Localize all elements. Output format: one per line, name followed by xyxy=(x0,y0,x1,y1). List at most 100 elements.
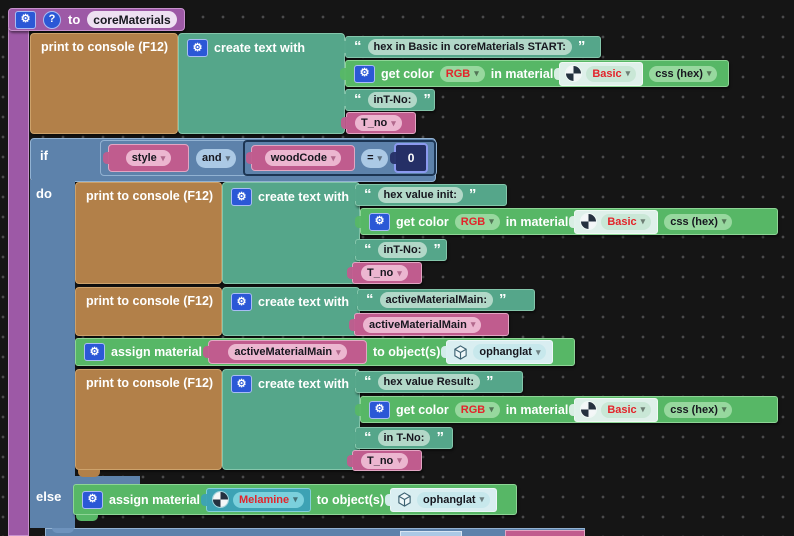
text-string-block[interactable]: “ in T-No: ” xyxy=(355,427,453,449)
material-icon xyxy=(566,66,582,81)
print-block-bottom-notch xyxy=(78,470,100,477)
close-quote-icon: ” xyxy=(436,429,444,446)
gear-icon[interactable]: ⚙ xyxy=(231,293,252,311)
object-dropdown[interactable]: ophanglat ▾ xyxy=(417,491,491,508)
gear-icon[interactable]: ⚙ xyxy=(231,188,252,206)
if-block-spine[interactable] xyxy=(30,180,75,528)
close-quote-icon: ” xyxy=(423,91,431,108)
get-color-label: get color xyxy=(396,402,449,417)
color-mode-dropdown[interactable]: RGB ▾ xyxy=(454,213,500,230)
variable-block-style[interactable]: style ▾ xyxy=(108,144,189,172)
create-text-with-block[interactable]: ⚙ create text with xyxy=(222,287,360,336)
next-block-field-partial[interactable] xyxy=(400,531,462,536)
object-dropdown[interactable]: ophanglat ▾ xyxy=(473,344,547,360)
text-string-block[interactable]: “ inT-No: ” xyxy=(355,239,447,261)
format-dropdown[interactable]: css (hex) ▾ xyxy=(664,213,733,230)
get-color-label: get color xyxy=(381,66,434,81)
open-quote-icon: “ xyxy=(354,38,362,55)
text-string-block[interactable]: “ inT-No: ” xyxy=(345,89,435,111)
print-to-console-block[interactable]: print to console (F12) xyxy=(75,369,222,470)
cube-icon xyxy=(454,344,468,360)
number-block[interactable]: 0 xyxy=(394,143,429,173)
variable-block-t-no[interactable]: T_no ▾ xyxy=(346,112,416,134)
gear-icon[interactable]: ⚙ xyxy=(15,10,36,29)
color-mode-dropdown[interactable]: RGB ▾ xyxy=(439,65,485,82)
get-color-block[interactable]: ⚙ get color RGB ▾ in material Basic ▾ css … xyxy=(360,396,778,423)
gear-icon[interactable]: ⚙ xyxy=(187,39,208,57)
text-field[interactable]: in T-No: xyxy=(377,430,431,446)
assign-material-block[interactable]: ⚙ assign material activeMaterialMain ▾ to… xyxy=(75,338,575,366)
procedure-name-field[interactable]: coreMaterials xyxy=(87,11,177,28)
material-basic-block[interactable]: Basic ▾ xyxy=(574,397,659,422)
logic-operator-dropdown[interactable]: and ▾ xyxy=(196,148,237,168)
variable-block-active-material-main[interactable]: activeMaterialMain ▾ xyxy=(354,313,509,336)
format-dropdown[interactable]: css (hex) ▾ xyxy=(664,401,733,418)
variable-dropdown[interactable]: activeMaterialMain ▾ xyxy=(363,316,482,333)
text-field[interactable]: inT-No: xyxy=(367,92,418,108)
variable-dropdown[interactable]: T_no ▾ xyxy=(355,115,402,131)
procedure-block-header[interactable]: ⚙ ? to coreMaterials xyxy=(8,8,185,31)
create-text-label: create text with xyxy=(258,295,350,309)
text-string-block[interactable]: “ activeMaterialMain: ” xyxy=(357,289,535,311)
create-text-with-block[interactable]: ⚙ create text with xyxy=(178,33,345,134)
get-color-block[interactable]: ⚙ get color RGB ▾ in material Basic ▾ css … xyxy=(345,60,729,87)
create-text-with-block[interactable]: ⚙ create text with xyxy=(222,369,360,470)
print-label: print to console (F12) xyxy=(86,376,214,390)
variable-block-active-material-main[interactable]: activeMaterialMain ▾ xyxy=(208,340,368,364)
variable-block-t-no[interactable]: T_no ▾ xyxy=(352,450,422,471)
create-text-with-block[interactable]: ⚙ create text with xyxy=(222,182,360,284)
variable-dropdown[interactable]: T_no ▾ xyxy=(361,452,408,469)
variable-dropdown[interactable]: activeMaterialMain ▾ xyxy=(228,344,347,360)
text-string-block[interactable]: “ hex in Basic in coreMaterials START: ” xyxy=(345,36,601,58)
text-string-block[interactable]: “ hex value init: ” xyxy=(355,184,507,206)
object-ophanglat-block[interactable]: ophanglat ▾ xyxy=(390,487,498,512)
procedure-block-spine[interactable] xyxy=(8,28,29,536)
material-dropdown[interactable]: Basic ▾ xyxy=(601,401,652,418)
next-block-partial[interactable] xyxy=(45,528,585,536)
print-to-console-block[interactable]: print to console (F12) xyxy=(75,182,222,284)
text-field[interactable]: hex in Basic in coreMaterials START: xyxy=(367,39,572,55)
format-dropdown[interactable]: css (hex) ▾ xyxy=(649,65,718,82)
material-melamine-block[interactable]: Melamine ▾ xyxy=(206,487,311,512)
create-text-label: create text with xyxy=(258,190,350,204)
text-string-block[interactable]: “ hex value Result: ” xyxy=(355,371,523,393)
compare-block[interactable]: woodCode ▾ = ▾ 0 xyxy=(243,140,437,176)
color-mode-dropdown[interactable]: RGB ▾ xyxy=(454,401,500,418)
material-dropdown[interactable]: Basic ▾ xyxy=(601,213,652,230)
get-color-block[interactable]: ⚙ get color RGB ▾ in material Basic ▾ css … xyxy=(360,208,778,235)
gear-icon[interactable]: ⚙ xyxy=(231,375,252,393)
material-basic-block[interactable]: Basic ▾ xyxy=(574,209,659,234)
variable-block-t-no[interactable]: T_no ▾ xyxy=(352,262,422,284)
text-field[interactable]: inT-No: xyxy=(377,242,428,258)
text-field[interactable]: hex value init: xyxy=(377,187,463,203)
logic-and-block[interactable]: style ▾ and ▾ woodCode ▾ = ▾ 0 xyxy=(100,140,437,176)
help-icon[interactable]: ? xyxy=(43,10,61,29)
text-field[interactable]: activeMaterialMain: xyxy=(379,292,493,308)
material-basic-block[interactable]: Basic ▾ xyxy=(559,61,644,86)
close-quote-icon: ” xyxy=(498,291,507,308)
assign-material-block[interactable]: ⚙ assign material Melamine ▾ to object(s)… xyxy=(73,484,517,515)
close-quote-icon: ” xyxy=(485,373,494,390)
text-field[interactable]: hex value Result: xyxy=(377,374,480,390)
print-to-console-block[interactable]: print to console (F12) xyxy=(30,33,178,134)
gear-icon[interactable]: ⚙ xyxy=(354,64,375,83)
next-block-variable-partial[interactable] xyxy=(505,530,585,536)
compare-operator-dropdown[interactable]: = ▾ xyxy=(361,148,389,168)
variable-block-woodcode[interactable]: woodCode ▾ xyxy=(251,145,356,171)
gear-icon[interactable]: ⚙ xyxy=(84,343,105,361)
gear-icon[interactable]: ⚙ xyxy=(369,212,390,231)
print-label: print to console (F12) xyxy=(86,189,214,203)
variable-dropdown[interactable]: woodCode ▾ xyxy=(264,150,342,166)
gear-icon[interactable]: ⚙ xyxy=(82,490,103,509)
assign-material-label: assign material xyxy=(109,492,201,507)
variable-dropdown[interactable]: style ▾ xyxy=(125,150,172,166)
variable-dropdown[interactable]: T_no ▾ xyxy=(361,265,408,281)
object-ophanglat-block[interactable]: ophanglat ▾ xyxy=(446,340,554,364)
material-dropdown[interactable]: Basic ▾ xyxy=(586,65,637,82)
open-quote-icon: “ xyxy=(364,373,372,390)
material-dropdown[interactable]: Melamine ▾ xyxy=(233,491,304,508)
print-label: print to console (F12) xyxy=(41,40,169,54)
gear-icon[interactable]: ⚙ xyxy=(369,400,390,419)
print-to-console-block[interactable]: print to console (F12) xyxy=(75,287,222,336)
